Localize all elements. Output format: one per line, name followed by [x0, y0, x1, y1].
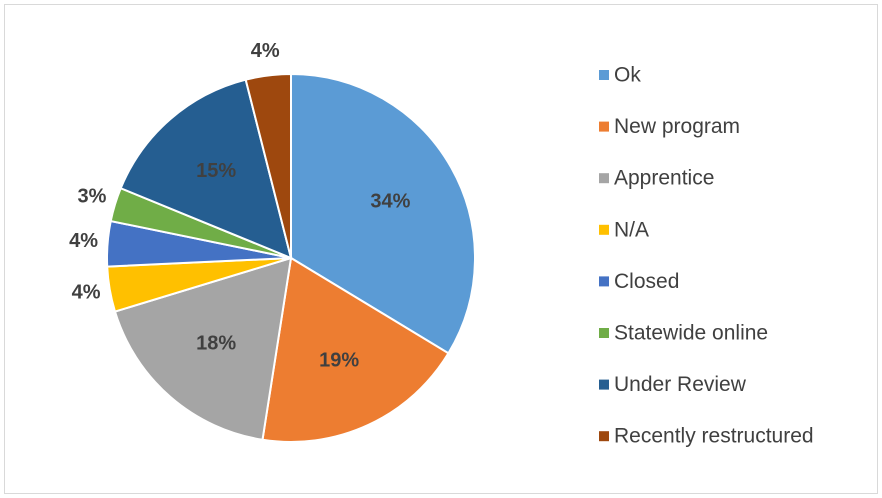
pie-slice — [244, 72, 292, 259]
legend-label: Recently restructured — [614, 425, 814, 448]
legend-swatch — [599, 379, 609, 390]
pie-slice — [290, 72, 476, 355]
legend-label: Statewide online — [614, 322, 768, 345]
legend-label: New program — [614, 115, 740, 138]
legend-label: Apprentice — [614, 167, 714, 190]
legend-swatch — [599, 121, 609, 132]
pie-slice — [261, 256, 450, 443]
legend-swatch — [599, 328, 609, 338]
pie-slice — [119, 78, 293, 260]
value-label: 18% — [196, 332, 236, 354]
legend-swatch — [599, 70, 609, 80]
pie-slice — [113, 256, 293, 441]
legend-label: Under Review — [614, 373, 747, 396]
value-label: 3% — [78, 186, 107, 208]
legend-label: Ok — [614, 64, 641, 87]
legend-swatch — [599, 276, 609, 287]
value-label: 4% — [72, 282, 101, 304]
legend-swatch — [599, 431, 609, 442]
value-label: 34% — [370, 190, 410, 212]
value-label: 15% — [196, 160, 236, 182]
legend-swatch — [599, 224, 609, 235]
legend-label: N/A — [614, 218, 649, 241]
legend-label: Closed — [614, 270, 679, 293]
value-label: 4% — [69, 230, 98, 252]
value-label: 4% — [251, 40, 280, 62]
value-label: 19% — [319, 350, 359, 372]
legend-swatch — [599, 173, 609, 184]
